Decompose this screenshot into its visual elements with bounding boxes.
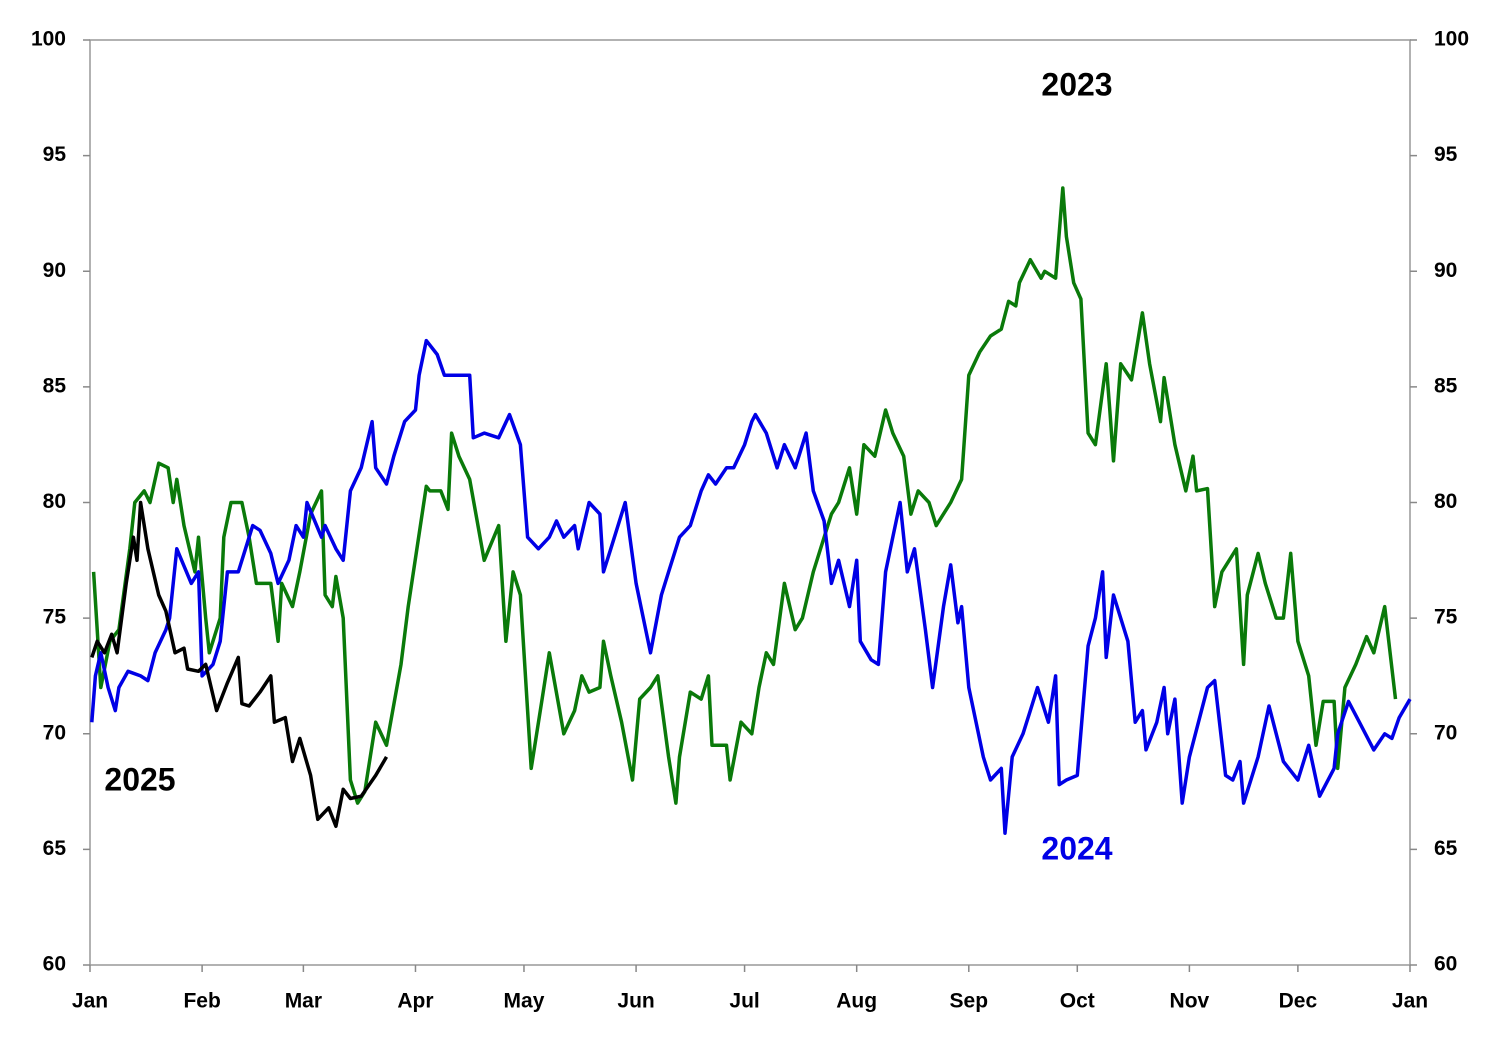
y-tick-label: 65 xyxy=(43,837,67,860)
series-label: 2025 xyxy=(104,761,175,797)
x-tick-label: Mar xyxy=(285,990,322,1013)
y-tick-label: 85 xyxy=(43,374,67,397)
x-tick-label: Dec xyxy=(1279,990,1318,1013)
x-tick-label: Sep xyxy=(950,990,989,1013)
x-tick-label: Jul xyxy=(729,990,759,1013)
x-tick-label: Oct xyxy=(1060,990,1095,1013)
y2-tick-label: 90 xyxy=(1434,259,1457,282)
y2-tick-label: 85 xyxy=(1434,374,1458,397)
y2-tick-label: 95 xyxy=(1434,143,1458,166)
x-tick-label: Apr xyxy=(397,990,433,1013)
x-tick-label: Nov xyxy=(1170,990,1210,1013)
y-tick-label: 60 xyxy=(43,953,66,976)
y-tick-label: 100 xyxy=(31,28,66,51)
y-tick-label: 75 xyxy=(43,606,67,629)
x-tick-label: Jan xyxy=(72,990,108,1013)
y2-tick-label: 65 xyxy=(1434,837,1458,860)
y-tick-label: 90 xyxy=(43,259,66,282)
y2-tick-label: 70 xyxy=(1434,721,1457,744)
x-tick-label: Aug xyxy=(836,990,877,1013)
series-line xyxy=(91,186,1398,805)
y-tick-label: 70 xyxy=(43,721,66,744)
series-label: 2024 xyxy=(1041,830,1112,866)
series-line xyxy=(90,338,1412,835)
x-tick-label: Jan xyxy=(1392,990,1428,1013)
y2-tick-label: 60 xyxy=(1434,953,1457,976)
plot-frame xyxy=(89,39,1411,966)
y-tick-label: 95 xyxy=(43,143,67,166)
x-tick-label: Feb xyxy=(183,990,220,1013)
y2-tick-label: 100 xyxy=(1434,28,1469,51)
y2-tick-label: 80 xyxy=(1434,490,1457,513)
series-line xyxy=(90,500,389,829)
y-tick-label: 80 xyxy=(43,490,66,513)
x-tick-label: May xyxy=(504,990,545,1013)
y2-tick-label: 75 xyxy=(1434,606,1458,629)
series-label: 2023 xyxy=(1041,66,1112,102)
x-tick-label: Jun xyxy=(617,990,654,1013)
